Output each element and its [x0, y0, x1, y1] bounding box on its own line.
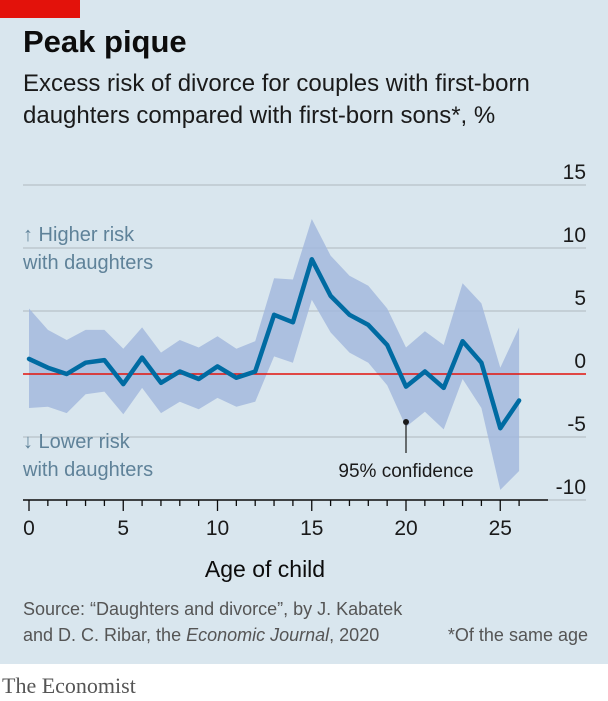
y-tick-label: 5: [574, 287, 586, 310]
annotation-higher-risk-line2: with daughters: [22, 252, 153, 274]
annotation-confidence: 95% confidence: [338, 461, 473, 482]
annotations: ↑ Higher risk with daughters ↓ Lower ris…: [22, 224, 474, 482]
y-tick-label: -5: [567, 413, 586, 436]
y-tick-labels: 15 10 5 0 -5 -10: [556, 161, 586, 499]
x-tick-label: 5: [117, 517, 129, 540]
source-citation-start: and D. C. Ribar, the: [23, 625, 187, 645]
x-axis-layer: 0 5 10 15 20 25: [23, 499, 548, 540]
source-journal: Economic Journal: [186, 625, 330, 645]
x-tick-label: 15: [300, 517, 323, 540]
source-line-2: and D. C. Ribar, the Economic Journal, 2…: [23, 622, 588, 648]
source-citation-end: , 2020: [329, 625, 380, 645]
series-line-layer: [26, 257, 522, 431]
annotation-higher-risk-line1: ↑ Higher risk: [23, 224, 135, 246]
chart-title: Peak pique: [23, 24, 187, 59]
x-tick-label: 25: [489, 517, 512, 540]
confidence-band: [29, 219, 520, 490]
economist-wordmark: The Economist: [2, 673, 136, 698]
chart-subtitle: Excess risk of divorce for couples with …: [23, 70, 530, 129]
brand-red-tag: [0, 0, 80, 18]
y-tick-label: -10: [556, 476, 586, 499]
annotation-lower-risk-line2: with daughters: [22, 459, 153, 481]
source-note: Source: “Daughters and divorce”, by J. K…: [23, 596, 588, 648]
x-tick-label: 10: [206, 517, 229, 540]
y-tick-label: 15: [563, 161, 586, 184]
annotation-lower-risk-line1: ↓ Lower risk: [23, 431, 131, 453]
series-line: [26, 257, 522, 431]
x-axis-title: Age of child: [205, 556, 325, 582]
x-tick-label: 20: [394, 517, 417, 540]
source-line-1: Source: “Daughters and divorce”, by J. K…: [23, 599, 403, 619]
confidence-leader-dot: [403, 419, 409, 425]
footnote: *Of the same age: [447, 625, 588, 645]
source-citation: and D. C. Ribar, the Economic Journal, 2…: [23, 622, 379, 648]
line-chart: 0 5 10 15 20 25 15 10 5 0 -5 -10 ↑ Higher risk wit…: [22, 161, 586, 582]
x-tick-label: 0: [23, 517, 35, 540]
confidence-band-layer: [29, 219, 520, 490]
y-tick-label: 0: [574, 350, 586, 373]
y-tick-label: 10: [563, 224, 586, 247]
